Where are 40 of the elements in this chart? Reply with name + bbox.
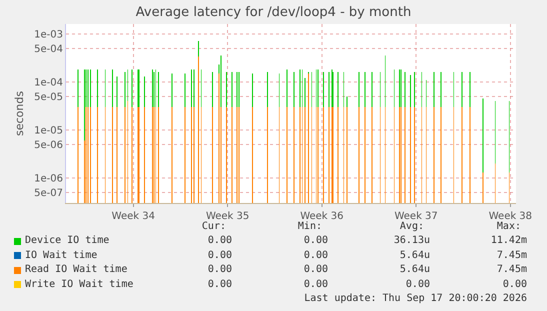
text: Avg: [400, 221, 424, 233]
y-tick-label: 1e-05 [34, 125, 63, 136]
legend-label: Write IO Wait time [25, 278, 134, 290]
text: 11.42m [490, 235, 527, 247]
text: 5.64u [400, 250, 430, 262]
y-tick-label: 1e-04 [34, 77, 63, 88]
text: 7.45m [496, 264, 527, 276]
text: Min: [298, 221, 322, 233]
text: Max: [496, 221, 521, 233]
text: 0.00 [208, 235, 232, 247]
text: 0.00 [304, 278, 328, 290]
text: 0.00 [304, 264, 328, 276]
x-tick-label: Week 36 [300, 211, 344, 222]
y-tick-label: 1e-03 [34, 29, 63, 40]
y-tick-label: 1e-06 [34, 173, 63, 184]
x-tick-label: Week 34 [112, 211, 155, 222]
text: 36.13u [394, 235, 430, 247]
text: 0.00 [208, 250, 232, 262]
text: 0.00 [304, 250, 328, 262]
x-tick-label: Week 37 [394, 211, 438, 222]
text: 0.00 [304, 235, 328, 247]
text: 7.45m [496, 250, 527, 262]
text: Last update: Thu Sep 17 20:00:20 2026 [304, 293, 527, 305]
chart-title: Average latency for /dev/loop4 - by month [136, 4, 412, 20]
text: 0.00 [406, 278, 430, 290]
legend-label: Read IO Wait time [25, 264, 128, 276]
legend-label: IO Wait time [25, 250, 98, 262]
text: 5.64u [400, 264, 430, 276]
y-axis-title: seconds [12, 90, 26, 136]
y-tick-label: 5e-06 [34, 140, 63, 151]
y-tick-label: 5e-05 [34, 92, 63, 103]
text: Cur: [202, 221, 226, 233]
y-tick-label: 5e-04 [34, 44, 63, 55]
y-tick-label: 5e-07 [34, 188, 63, 199]
x-tick-label: Week 38 [488, 211, 532, 222]
text: 0.00 [502, 278, 527, 290]
text: 0.00 [208, 264, 232, 276]
text: 0.00 [208, 278, 232, 290]
x-tick-label: Week 35 [206, 211, 250, 222]
legend-label: Device IO time [25, 235, 110, 247]
